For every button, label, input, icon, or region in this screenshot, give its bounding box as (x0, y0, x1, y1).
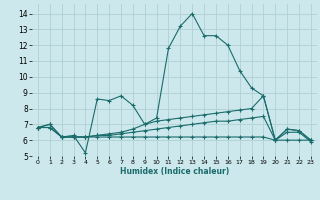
X-axis label: Humidex (Indice chaleur): Humidex (Indice chaleur) (120, 167, 229, 176)
